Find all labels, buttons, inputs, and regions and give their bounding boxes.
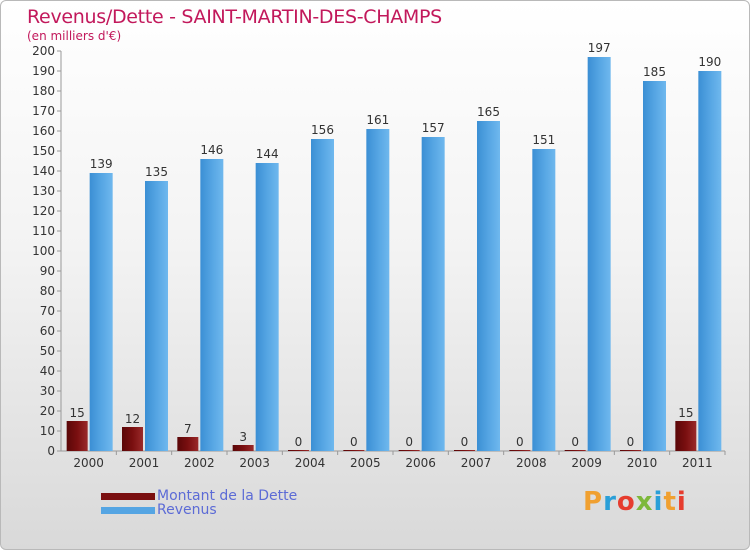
chart-subtitle: (en milliers d'€): [27, 29, 122, 43]
x-tick-label: 2000: [73, 456, 104, 470]
bar-revenus: [421, 137, 445, 451]
data-label-dette: 15: [678, 406, 693, 420]
y-tick-label: 0: [47, 444, 55, 458]
data-label-revenus: 157: [422, 121, 445, 135]
x-tick-label: 2003: [239, 456, 270, 470]
x-tick-label: 2011: [682, 456, 713, 470]
bar-revenus: [200, 159, 224, 451]
y-tick-label: 180: [32, 84, 55, 98]
logo-letter: x: [635, 487, 654, 517]
legend-item-dette: Montant de la Dette: [101, 488, 297, 504]
data-label-dette: 12: [125, 412, 140, 426]
y-tick-label: 70: [40, 304, 55, 318]
bar-revenus: [311, 139, 334, 451]
bar-dette: [620, 450, 641, 451]
bar-revenus: [587, 57, 611, 451]
bar-dette: [343, 450, 365, 451]
bar-dette: [454, 450, 475, 451]
y-tick-label: 20: [40, 404, 55, 418]
y-tick-label: 170: [32, 104, 55, 118]
data-label-revenus: 197: [588, 41, 611, 55]
bar-revenus: [366, 129, 390, 451]
data-label-dette: 7: [184, 422, 192, 436]
data-label-revenus: 161: [366, 113, 389, 127]
y-tick-label: 110: [32, 224, 55, 238]
data-label-dette: 0: [350, 435, 358, 449]
logo-letter: r: [603, 487, 617, 517]
legend-label-revenus: Revenus: [157, 502, 217, 518]
x-tick-label: 2009: [571, 456, 602, 470]
data-label-revenus: 135: [145, 165, 168, 179]
data-label-revenus: 144: [256, 147, 279, 161]
bar-dette: [564, 450, 586, 451]
legend-swatch-revenus: [101, 506, 155, 514]
y-tick-label: 130: [32, 184, 55, 198]
data-label-dette: 0: [516, 435, 524, 449]
data-label-dette: 0: [405, 435, 413, 449]
data-label-revenus: 156: [311, 123, 334, 137]
bar-revenus: [89, 173, 113, 451]
bar-dette: [122, 427, 143, 451]
y-tick-label: 10: [40, 424, 55, 438]
y-tick-label: 120: [32, 204, 55, 218]
data-label-dette: 15: [70, 406, 85, 420]
y-tick-label: 90: [40, 264, 55, 278]
y-tick-label: 80: [40, 284, 55, 298]
data-label-dette: 0: [571, 435, 579, 449]
bar-dette: [288, 450, 309, 451]
x-tick-label: 2007: [461, 456, 492, 470]
bar-revenus: [643, 81, 666, 451]
x-tick-label: 2008: [516, 456, 547, 470]
data-label-revenus: 190: [698, 55, 721, 69]
legend-item-revenus: Revenus: [101, 502, 217, 518]
bar-dette: [398, 450, 420, 451]
legend-swatch-dette: [101, 492, 155, 500]
y-tick-label: 50: [40, 344, 55, 358]
bar-revenus: [145, 181, 168, 451]
data-label-revenus: 185: [643, 65, 666, 79]
x-tick-label: 2001: [129, 456, 160, 470]
data-label-revenus: 165: [477, 105, 500, 119]
data-label-dette: 3: [239, 430, 247, 444]
logo-letter: i: [653, 487, 664, 517]
y-tick-label: 30: [40, 384, 55, 398]
bar-revenus: [477, 121, 500, 451]
y-tick-label: 60: [40, 324, 55, 338]
y-tick-label: 100: [32, 244, 55, 258]
bar-dette: [509, 450, 531, 451]
bar-dette: [232, 445, 254, 451]
data-label-dette: 0: [627, 435, 635, 449]
bar-revenus: [532, 149, 556, 451]
logo-letter: t: [663, 487, 677, 517]
legend-label-dette: Montant de la Dette: [157, 488, 298, 504]
chart-title: Revenus/Dette - SAINT-MARTIN-DES-CHAMPS: [27, 6, 442, 28]
proxiti-logo: Proxiti: [583, 487, 687, 517]
bar-dette: [675, 421, 697, 451]
y-tick-label: 150: [32, 144, 55, 158]
bar-dette: [177, 437, 199, 451]
y-tick-label: 190: [32, 64, 55, 78]
data-label-dette: 0: [295, 435, 303, 449]
bar-revenus: [255, 163, 279, 451]
data-label-revenus: 146: [200, 143, 223, 157]
x-tick-label: 2010: [627, 456, 658, 470]
bar-revenus: [698, 71, 722, 451]
bar-dette: [66, 421, 88, 451]
logo-letter: i: [676, 487, 687, 517]
y-tick-label: 40: [40, 364, 55, 378]
logo-letter: P: [583, 487, 604, 517]
data-label-revenus: 139: [90, 157, 113, 171]
data-label-dette: 0: [461, 435, 469, 449]
x-tick-label: 2006: [405, 456, 436, 470]
x-tick-label: 2004: [295, 456, 326, 470]
logo-letter: o: [616, 487, 636, 517]
x-tick-label: 2002: [184, 456, 215, 470]
x-tick-label: 2005: [350, 456, 381, 470]
y-tick-label: 160: [32, 124, 55, 138]
data-label-revenus: 151: [532, 133, 555, 147]
y-tick-label: 140: [32, 164, 55, 178]
y-tick-label: 200: [32, 44, 55, 58]
